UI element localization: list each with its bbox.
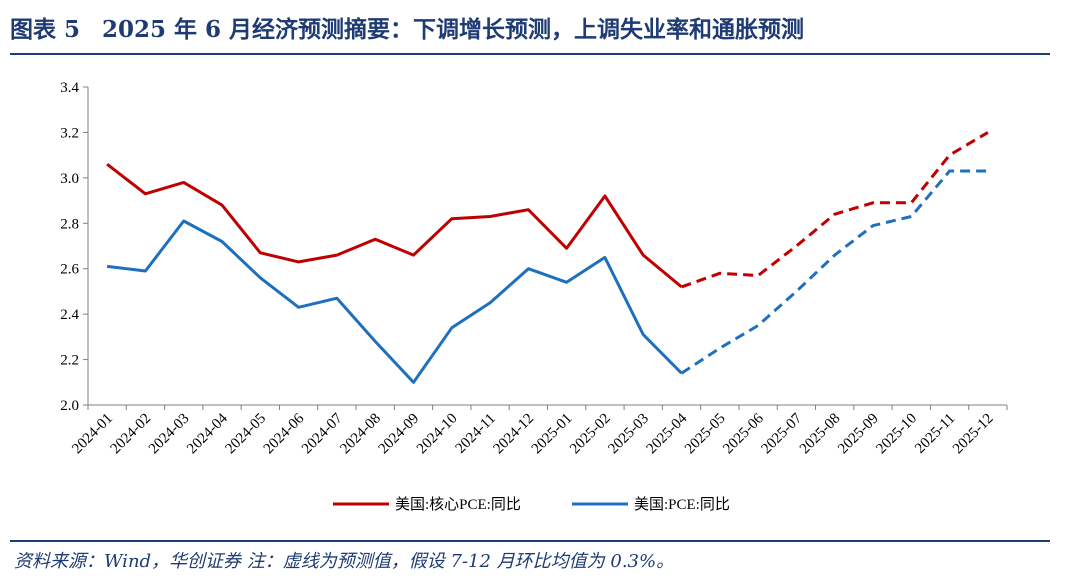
- series-line-actual-0: [106, 163, 683, 289]
- x-tick-label: 2024-11: [453, 411, 499, 457]
- x-tick-label: 2025-04: [644, 410, 691, 457]
- footer-divider: [10, 540, 1050, 542]
- x-tick-label: 2024-12: [491, 411, 538, 458]
- y-tick-label: 3.2: [60, 125, 79, 141]
- x-tick-label: 2024-01: [69, 411, 116, 458]
- x-tick-label: 2024-05: [222, 411, 269, 458]
- x-tick-label: 2024-06: [261, 410, 308, 457]
- source-note: 资料来源：Wind，华创证券 注：虚线为预测值，假设 7-12 月环比均值为 0…: [14, 551, 675, 572]
- legend-label-0: 美国:核心PCE:同比: [395, 496, 521, 513]
- x-tick-label: 2024-02: [108, 411, 155, 458]
- x-tick-label: 2024-09: [376, 411, 423, 458]
- x-tick-label: 2025-03: [605, 411, 652, 458]
- y-tick-label: 2.0: [60, 398, 79, 414]
- x-tick-label: 2024-07: [299, 410, 346, 457]
- figure-title-text: 2025 年 6 月经济预测摘要：下调增长预测，上调失业率和通胀预测: [102, 16, 805, 43]
- x-tick-label: 2024-03: [146, 411, 193, 458]
- x-tick-label: 2025-02: [567, 411, 614, 458]
- x-tick-label: 2024-08: [337, 411, 384, 458]
- series-line-forecast-0: [680, 131, 989, 289]
- x-tick-label: 2025-10: [873, 411, 920, 458]
- x-tick-label: 2025-09: [835, 411, 882, 458]
- chart-header: 图表 5 2025 年 6 月经济预测摘要：下调增长预测，上调失业率和通胀预测: [0, 0, 1080, 56]
- y-tick-label: 2.4: [60, 307, 79, 323]
- y-tick-label: 2.8: [60, 216, 79, 232]
- x-tick-label: 2024-04: [184, 410, 231, 457]
- x-tick-label: 2025-11: [912, 411, 958, 457]
- figure-label: 图表 5: [10, 16, 81, 43]
- line-chart: 2.02.22.42.62.83.03.23.42024-012024-0220…: [60, 80, 1008, 513]
- legend-label-1: 美国:PCE:同比: [634, 496, 730, 513]
- series-line-forecast-1: [680, 169, 988, 375]
- chart-area: 2.0 2.2 2.4 2.6 2.8 3.0 3.2 3.4 2024-01 2024-02 20…: [0, 56, 1080, 540]
- x-tick-label: 2025-06: [720, 410, 767, 457]
- y-tick-label: 2.6: [60, 262, 79, 278]
- x-tick-label: 2025-08: [797, 411, 844, 458]
- series-line-actual-1: [106, 219, 683, 384]
- x-tick-label: 2025-12: [950, 411, 997, 458]
- x-tick-label: 2024-10: [414, 411, 461, 458]
- y-tick-label: 3.4: [60, 80, 79, 96]
- y-tick-label: 2.2: [60, 353, 79, 369]
- chart-title: 图表 5 2025 年 6 月经济预测摘要：下调增长预测，上调失业率和通胀预测: [10, 10, 804, 44]
- x-tick-label: 2025-07: [759, 410, 806, 457]
- y-tick-label: 3.0: [60, 171, 79, 187]
- x-tick-label: 2025-05: [682, 411, 729, 458]
- title-divider: [10, 53, 1050, 55]
- x-tick-label: 2025-01: [529, 411, 576, 458]
